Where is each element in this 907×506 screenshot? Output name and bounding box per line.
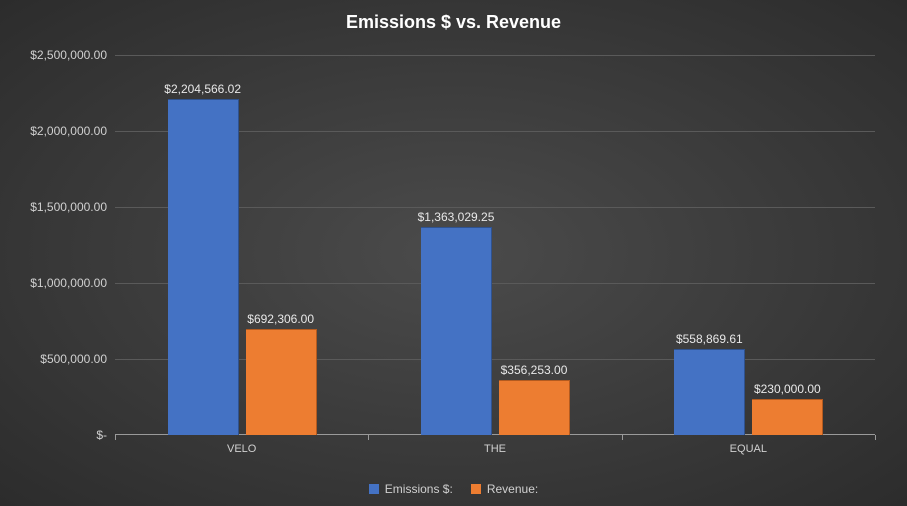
bar-emissions: $1,363,029.25 (421, 227, 492, 435)
bar-label-revenue: $356,253.00 (501, 363, 568, 377)
y-tick-label: $2,000,000.00 (30, 124, 115, 138)
legend-label-emissions: Emissions $: (385, 482, 453, 496)
bar-emissions: $558,869.61 (674, 349, 745, 435)
bar-revenue: $356,253.00 (499, 380, 570, 435)
bar-label-emissions: $1,363,029.25 (418, 210, 495, 224)
x-category-label: THE (484, 443, 506, 455)
y-tick-label: $1,500,000.00 (30, 200, 115, 214)
chart-container: Emissions $ vs. Revenue $-$500,000.00$1,… (0, 0, 907, 506)
y-tick-label: $1,000,000.00 (30, 276, 115, 290)
x-tick (622, 435, 623, 440)
bar-label-emissions: $558,869.61 (676, 332, 743, 346)
chart-title: Emissions $ vs. Revenue (0, 12, 907, 33)
y-tick-label: $- (96, 428, 115, 442)
bar-label-revenue: $692,306.00 (247, 312, 314, 326)
x-tick (368, 435, 369, 440)
legend: Emissions $: Revenue: (0, 482, 907, 496)
x-tick (115, 435, 116, 440)
bar-revenue: $230,000.00 (752, 399, 823, 435)
bar-label-revenue: $230,000.00 (754, 382, 821, 396)
gridline (115, 55, 875, 56)
legend-item-emissions: Emissions $: (369, 482, 453, 496)
legend-label-revenue: Revenue: (487, 482, 538, 496)
bar-revenue: $692,306.00 (246, 329, 317, 435)
plot-area: $-$500,000.00$1,000,000.00$1,500,000.00$… (115, 55, 875, 435)
legend-swatch-revenue (471, 484, 481, 494)
bar-emissions: $2,204,566.02 (168, 99, 239, 435)
x-tick (875, 435, 876, 440)
legend-swatch-emissions (369, 484, 379, 494)
legend-item-revenue: Revenue: (471, 482, 538, 496)
bar-label-emissions: $2,204,566.02 (164, 82, 241, 96)
y-tick-label: $2,500,000.00 (30, 48, 115, 62)
x-category-label: EQUAL (730, 443, 767, 455)
x-category-label: VELO (227, 443, 256, 455)
y-tick-label: $500,000.00 (40, 352, 115, 366)
